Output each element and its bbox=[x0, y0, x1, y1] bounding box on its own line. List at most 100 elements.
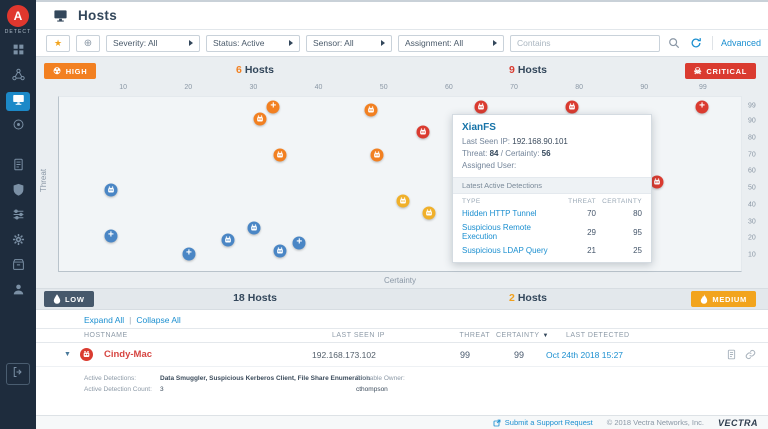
vectra-logo[interactable]: A bbox=[7, 5, 29, 27]
header-hostname[interactable]: HOSTNAME bbox=[84, 332, 128, 339]
active-detections-line: Active Detections: Data Smuggler, Suspici… bbox=[84, 375, 371, 382]
host-point-medium[interactable] bbox=[422, 206, 436, 220]
high-host-count: 6 Hosts bbox=[235, 64, 275, 76]
contains-input[interactable] bbox=[510, 34, 660, 52]
active-detections-value[interactable]: Data Smuggler, Suspicious Kerberos Clien… bbox=[160, 375, 371, 382]
row-hostname-link[interactable]: Cindy-Mac bbox=[104, 349, 153, 360]
critical-host-count: 9 Hosts bbox=[508, 64, 548, 76]
medium-quadrant-badge: MEDIUM bbox=[691, 291, 756, 307]
row-last-detected-link[interactable]: Oct 24th 2018 15:27 bbox=[546, 349, 624, 360]
crosshair-filter-button[interactable]: ⊕ bbox=[76, 34, 100, 52]
x-tick: 90 bbox=[640, 84, 649, 91]
host-point-high[interactable] bbox=[370, 148, 384, 162]
host-point-high[interactable] bbox=[253, 112, 267, 126]
detection-type-link[interactable]: Hidden HTTP Tunnel bbox=[462, 209, 537, 218]
y-tick: 60 bbox=[748, 167, 756, 175]
y-tick: 10 bbox=[748, 251, 756, 259]
severity-dropdown[interactable]: Severity: All bbox=[106, 34, 200, 52]
dashboard-grid-icon bbox=[12, 43, 25, 61]
sign-out-button[interactable] bbox=[6, 363, 30, 385]
sidebar: A DETECT bbox=[0, 0, 36, 429]
star-icon: ★ bbox=[53, 37, 63, 48]
tooltip-detection-row: Suspicious LDAP Query 21 25 bbox=[462, 246, 642, 255]
brand-label: DETECT bbox=[4, 29, 32, 35]
network-icon bbox=[11, 68, 25, 86]
header-last-seen-ip[interactable]: LAST SEEN IP bbox=[332, 332, 385, 339]
host-point-low[interactable]: + bbox=[182, 247, 196, 261]
support-request-link[interactable]: Submit a Support Request bbox=[493, 418, 593, 427]
header-certainty[interactable]: CERTAINTY ▼ bbox=[496, 332, 549, 339]
host-point-high[interactable] bbox=[273, 148, 287, 162]
host-point-low[interactable] bbox=[104, 183, 118, 197]
sidebar-item-reports[interactable] bbox=[6, 157, 30, 176]
host-point-low[interactable] bbox=[247, 221, 261, 235]
expand-all-link[interactable]: Expand All bbox=[84, 315, 125, 325]
host-point-critical[interactable] bbox=[650, 175, 664, 188]
sensor-dropdown-value: Sensor: All bbox=[313, 38, 354, 48]
link-icon[interactable] bbox=[745, 349, 756, 360]
crosshair-icon: ⊕ bbox=[83, 37, 93, 49]
status-dropdown[interactable]: Status: Active bbox=[206, 34, 300, 52]
note-icon[interactable] bbox=[726, 349, 737, 360]
host-point-high[interactable] bbox=[364, 103, 378, 117]
detection-type-link[interactable]: Suspicious Remote Execution bbox=[462, 223, 531, 241]
tooltip-last-seen-ip: Last Seen IP: 192.168.90.101 bbox=[462, 137, 568, 146]
expander-icon[interactable]: ▼ bbox=[64, 351, 71, 358]
sidebar-item-detections[interactable] bbox=[6, 117, 30, 136]
host-point-critical[interactable] bbox=[474, 100, 488, 114]
low-quadrant-badge: LOW bbox=[44, 291, 94, 307]
severity-dropdown-value: Severity: All bbox=[113, 38, 158, 48]
sensor-dropdown[interactable]: Sensor: All bbox=[306, 34, 392, 52]
sidebar-item-network[interactable] bbox=[6, 67, 30, 86]
low-quadrant-label: LOW bbox=[65, 294, 85, 304]
collapse-all-link[interactable]: Collapse All bbox=[136, 315, 181, 325]
search-icon[interactable] bbox=[666, 35, 682, 51]
tooltip-hostname-link[interactable]: XianFS bbox=[462, 122, 496, 133]
sidebar-item-security[interactable] bbox=[6, 182, 30, 201]
x-tick: 50 bbox=[379, 84, 388, 91]
assignment-dropdown[interactable]: Assignment: All bbox=[398, 34, 504, 52]
tooltip-assigned-user: Assigned User: bbox=[462, 161, 517, 170]
host-point-low[interactable] bbox=[273, 244, 287, 258]
page-header: Hosts bbox=[36, 2, 768, 30]
caret-icon bbox=[289, 40, 293, 46]
favorites-filter-button[interactable]: ★ bbox=[46, 34, 70, 52]
sort-desc-icon: ▼ bbox=[542, 333, 549, 339]
hosts-table: Expand All | Collapse All HOSTNAME LAST SE… bbox=[36, 310, 768, 415]
row-actions bbox=[726, 349, 756, 360]
header-last-detected[interactable]: LAST DETECTED bbox=[566, 332, 630, 339]
sidebar-item-settings[interactable] bbox=[6, 232, 30, 251]
host-point-low[interactable] bbox=[221, 233, 235, 246]
detection-type-link[interactable]: Suspicious LDAP Query bbox=[462, 246, 548, 255]
tooltip-detections-columns: TYPE THREAT CERTAINTY bbox=[462, 198, 642, 205]
refresh-icon[interactable] bbox=[688, 35, 704, 51]
host-point-low[interactable]: + bbox=[292, 236, 306, 250]
flame-icon bbox=[700, 294, 708, 304]
hosts-monitor-icon bbox=[52, 8, 69, 23]
sidebar-item-dashboard[interactable] bbox=[6, 42, 30, 61]
host-point-critical-xianfs[interactable] bbox=[416, 125, 430, 139]
table-row[interactable]: ▼ Cindy-Mac 192.168.173.102 99 99 Oct 24… bbox=[36, 343, 768, 367]
medium-host-count: 2 Hosts bbox=[508, 292, 548, 304]
row-threat: 99 bbox=[459, 349, 470, 360]
sidebar-item-filters[interactable] bbox=[6, 207, 30, 226]
advanced-link[interactable]: Advanced bbox=[721, 38, 762, 48]
sign-out-icon bbox=[12, 365, 24, 383]
header-threat[interactable]: THREAT bbox=[459, 332, 490, 339]
host-point-low[interactable]: + bbox=[104, 229, 118, 243]
tooltip-threat-certainty: Threat: 84 / Certainty: 56 bbox=[462, 149, 551, 158]
sidebar-item-users[interactable] bbox=[6, 282, 30, 301]
sidebar-nav bbox=[6, 42, 30, 301]
host-point-critical[interactable] bbox=[565, 100, 579, 114]
sidebar-item-hosts[interactable] bbox=[6, 92, 30, 111]
sidebar-item-system[interactable] bbox=[6, 257, 30, 276]
host-point-medium[interactable] bbox=[396, 194, 410, 208]
critical-quadrant-badge: ☠ CRITICAL bbox=[684, 63, 756, 79]
y-tick: 40 bbox=[748, 201, 756, 209]
x-tick: 60 bbox=[444, 84, 453, 91]
host-point-high[interactable]: + bbox=[266, 100, 280, 114]
host-point-critical[interactable]: + bbox=[695, 100, 709, 114]
skull-icon: ☠ bbox=[693, 65, 703, 76]
row-certainty: 99 bbox=[513, 349, 524, 360]
gear-icon bbox=[12, 233, 25, 251]
